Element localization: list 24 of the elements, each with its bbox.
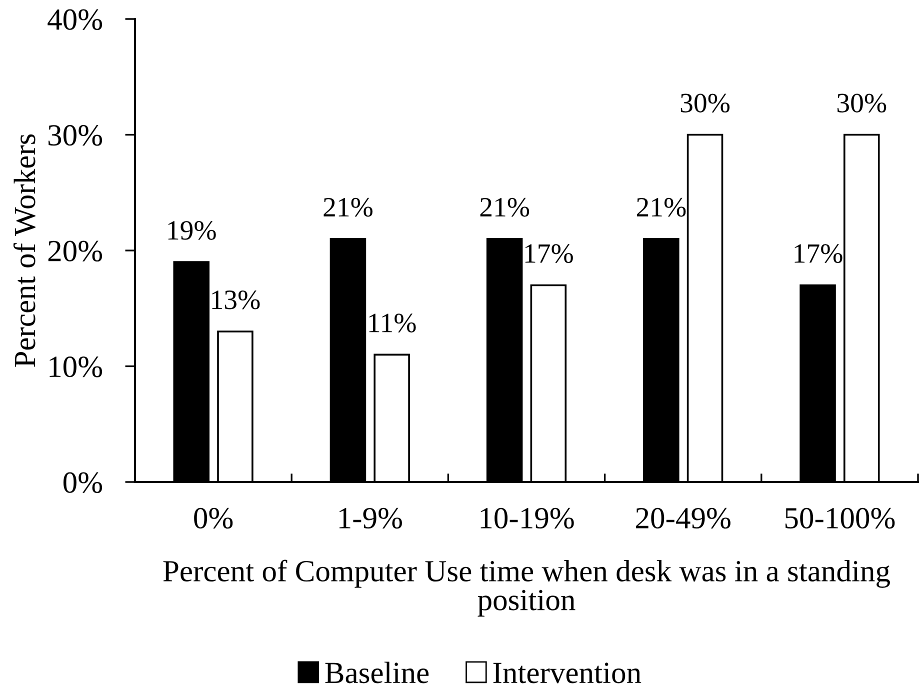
data-label: 30% — [680, 94, 730, 113]
x-axis-title: Percent of Computer Use time when desk was in a standing position — [163, 560, 890, 617]
data-label: 11% — [369, 314, 416, 332]
legend-label: Intervention — [493, 662, 642, 684]
y-tick-label: 0% — [63, 472, 102, 493]
y-tick-label: 10% — [50, 356, 102, 378]
x-tick-label: 20-49% — [636, 508, 730, 529]
y-tick-label: 30% — [48, 125, 102, 146]
data-label: 13% — [212, 290, 260, 310]
data-label: 17% — [525, 244, 573, 264]
x-tick-label: 1-9% — [339, 508, 402, 529]
data-label: 21% — [324, 198, 372, 217]
data-label: 21% — [480, 198, 530, 217]
data-label: 17% — [794, 244, 842, 264]
y-axis-title: Percent of Workers — [13, 134, 36, 367]
x-tick-label: 0% — [194, 508, 233, 529]
data-label: 19% — [168, 221, 216, 240]
x-tick-label: 10-19% — [480, 508, 574, 529]
legend-label: Baseline — [325, 662, 429, 684]
y-tick-label: 40% — [48, 9, 102, 30]
x-tick-label: 50-100% — [785, 508, 895, 529]
y-tick-label: 20% — [48, 240, 102, 262]
data-label: 21% — [636, 198, 686, 217]
data-label: 30% — [837, 94, 886, 113]
